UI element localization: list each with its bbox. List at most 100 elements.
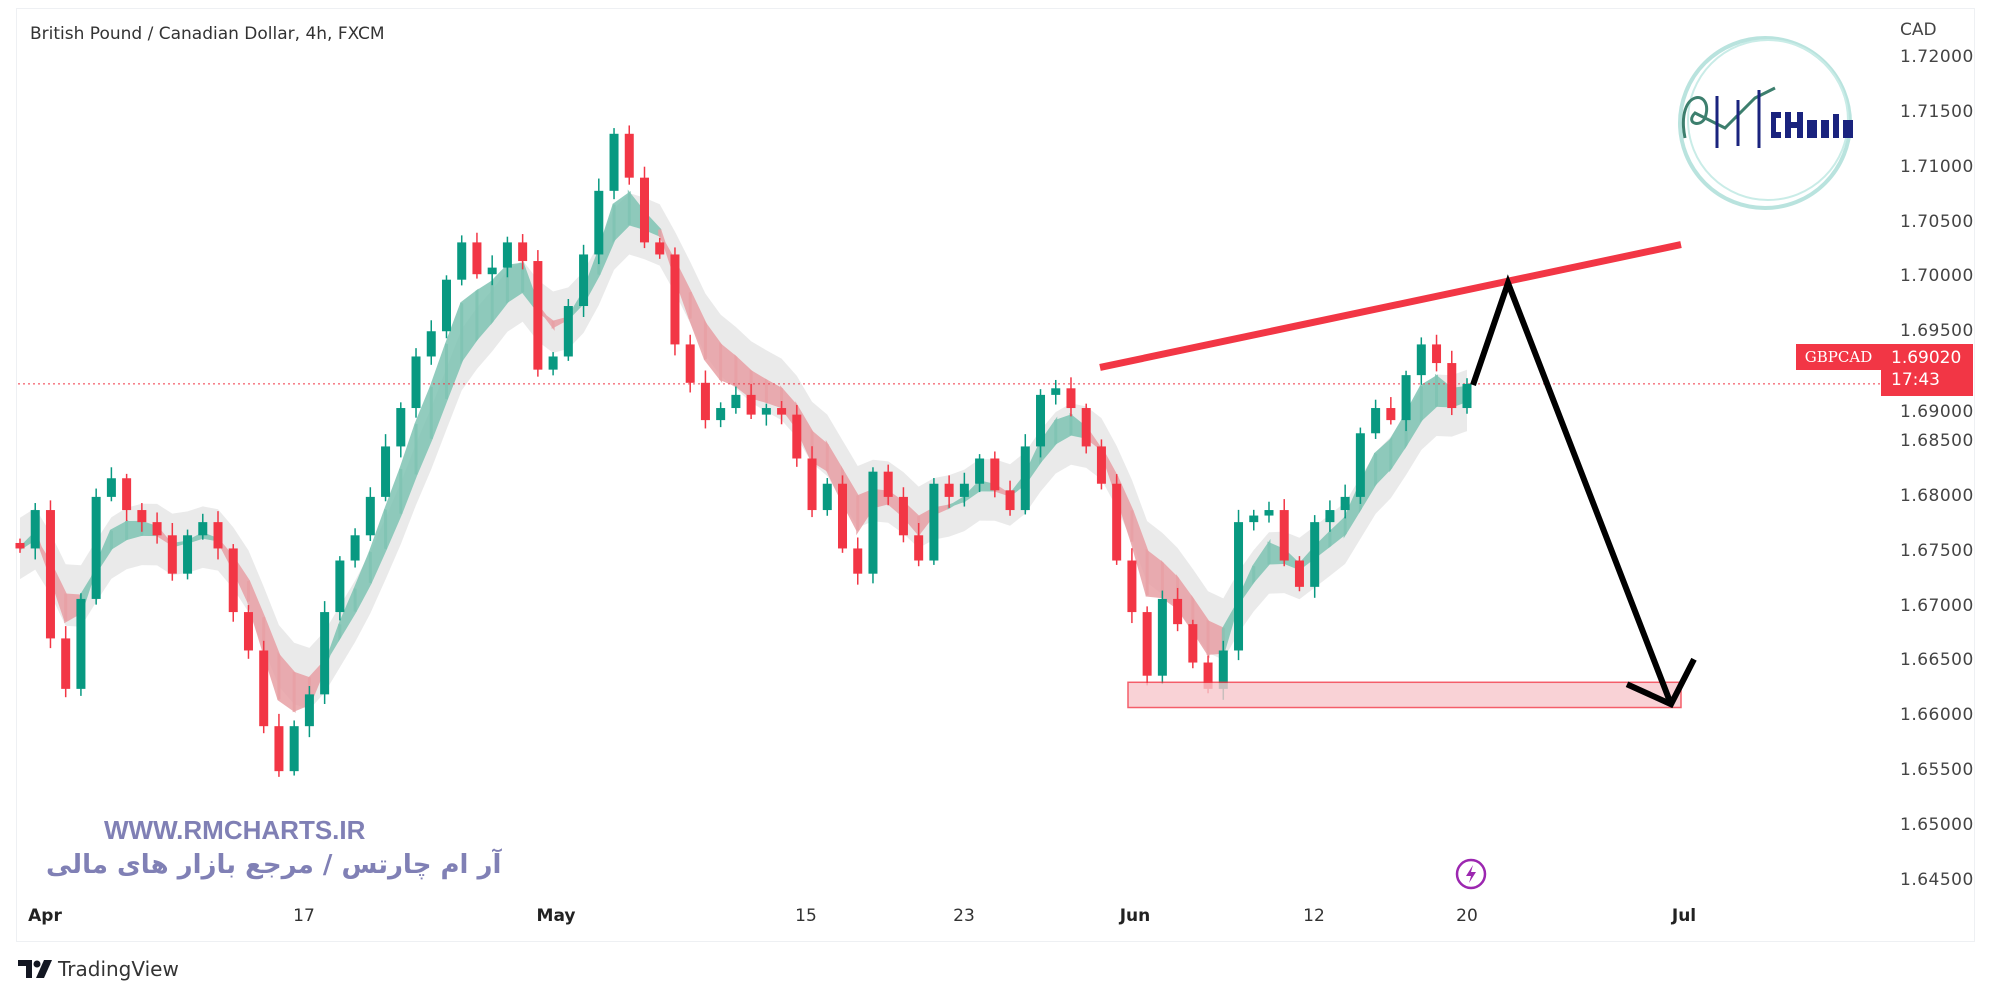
tradingview-branding[interactable]: TradingView xyxy=(18,957,179,981)
candle-body xyxy=(1218,650,1228,689)
candle-body xyxy=(1203,662,1213,689)
candle-body xyxy=(274,726,284,772)
chart-title: British Pound / Canadian Dollar, 4h, FXC… xyxy=(30,24,385,44)
candle-body xyxy=(533,261,543,370)
candle-body xyxy=(1264,510,1274,516)
candle-body xyxy=(259,650,269,727)
candle-body xyxy=(289,726,299,772)
date-tick: Apr xyxy=(28,906,62,926)
candle-body xyxy=(1416,344,1426,376)
candle-body xyxy=(1173,598,1183,625)
price-tick: 1.71500 xyxy=(1900,101,1974,122)
candle-body xyxy=(716,408,726,421)
candle-body xyxy=(548,356,558,370)
candle-body xyxy=(502,242,512,268)
candle-body xyxy=(579,254,589,307)
candle-body xyxy=(624,133,634,178)
price-tick: 1.70000 xyxy=(1900,266,1974,287)
candle-body xyxy=(381,446,391,497)
candle-body xyxy=(868,471,878,574)
candle-body xyxy=(198,522,208,536)
candle-body xyxy=(944,483,954,497)
candle-body xyxy=(670,254,680,345)
candle-body xyxy=(518,242,528,262)
candle-body xyxy=(411,356,421,409)
candle-body xyxy=(639,177,649,243)
candle-body xyxy=(1462,383,1472,409)
candle-body xyxy=(350,535,360,561)
candle-body xyxy=(1386,408,1396,421)
candle-body xyxy=(1294,560,1304,587)
tradingview-logo-icon xyxy=(18,960,52,978)
price-tick: 1.68500 xyxy=(1900,430,1974,451)
candle-body xyxy=(594,190,604,255)
candle-body xyxy=(152,522,162,536)
candle-body xyxy=(1020,446,1030,511)
candle-body xyxy=(365,496,375,536)
projection-arrow xyxy=(1470,274,1674,706)
current-price-label: 1.69020 17:43 xyxy=(1881,344,1973,396)
candle-body xyxy=(838,483,848,549)
price-tick: 1.70500 xyxy=(1900,211,1974,232)
candle-body xyxy=(898,496,908,536)
symbol-price-label: GBPCAD xyxy=(1796,344,1881,370)
bar-countdown: 17:43 xyxy=(1891,370,1940,390)
candle-body xyxy=(213,522,223,549)
candle-body xyxy=(15,542,25,549)
price-tick: 1.67000 xyxy=(1900,595,1974,616)
price-tick: 1.71000 xyxy=(1900,156,1974,177)
price-tick: 1.65500 xyxy=(1900,760,1974,781)
date-tick: 17 xyxy=(293,906,315,926)
candle-body xyxy=(1112,483,1122,561)
candle-body xyxy=(396,408,406,447)
candle-body xyxy=(441,279,451,332)
candle-body xyxy=(1340,496,1350,511)
candle-body xyxy=(1051,388,1061,395)
ma-ribbon-segment xyxy=(125,520,144,541)
candle-body xyxy=(487,267,497,275)
candle-body xyxy=(30,510,40,549)
candle-body xyxy=(1432,344,1442,364)
date-tick: Jun xyxy=(1119,906,1151,926)
current-price: 1.69020 xyxy=(1891,348,1962,368)
candle-body xyxy=(1279,510,1289,561)
watermark-tagline: آر ام چارتس / مرجع بازار های مالی xyxy=(46,850,502,880)
candle-body xyxy=(167,535,177,574)
price-tick: 1.66500 xyxy=(1900,650,1974,671)
candle-body xyxy=(563,306,573,357)
price-tick: 1.64500 xyxy=(1900,869,1974,890)
candle-body xyxy=(777,408,787,415)
candle-body xyxy=(1096,446,1106,484)
watermark-url: WWW.RMCHARTS.IR xyxy=(104,815,366,845)
candle-body xyxy=(1036,394,1046,447)
candle-body xyxy=(609,133,619,191)
price-tick: 1.72000 xyxy=(1900,47,1974,67)
currency-label: CAD xyxy=(1900,20,1937,40)
price-tick: 1.69000 xyxy=(1900,402,1974,422)
candle-body xyxy=(1005,490,1015,511)
candle-body xyxy=(137,510,147,523)
candle-body xyxy=(1325,510,1335,523)
candle-body xyxy=(45,510,55,639)
candle-body xyxy=(335,560,345,613)
candle-body xyxy=(807,458,817,511)
ma-envelope xyxy=(20,193,1467,710)
candle-body xyxy=(1142,612,1152,676)
candle-body xyxy=(91,496,101,599)
lightning-icon[interactable] xyxy=(1454,857,1488,891)
date-tick: Jul xyxy=(1671,906,1697,926)
candle-body xyxy=(122,478,132,511)
candle-body xyxy=(472,242,482,275)
candle-body xyxy=(853,548,863,574)
candle-body xyxy=(426,331,436,357)
candle-body xyxy=(990,458,1000,491)
candle-body xyxy=(1188,624,1198,663)
ma-ribbon-segment xyxy=(1206,619,1225,655)
tradingview-label: TradingView xyxy=(58,957,179,981)
resistance-trendline xyxy=(1099,241,1682,371)
candle-body xyxy=(1234,522,1244,651)
candle-body xyxy=(457,242,467,280)
candle-body xyxy=(1157,598,1167,676)
date-tick: 15 xyxy=(795,906,817,926)
